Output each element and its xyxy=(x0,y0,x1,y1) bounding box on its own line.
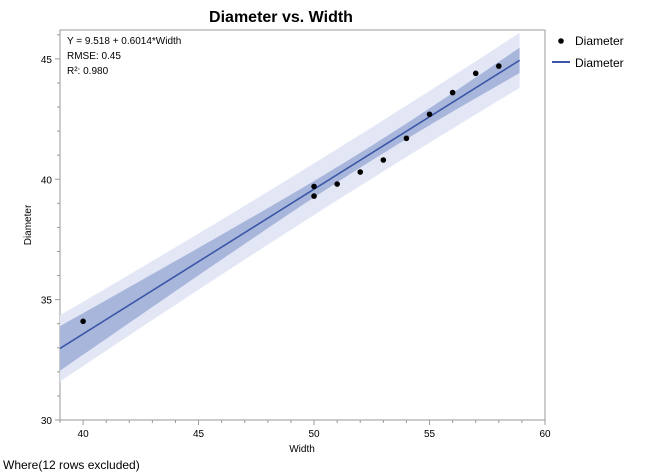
x-tick-label: 55 xyxy=(424,429,436,440)
y-axis-label: Diameter xyxy=(23,204,34,245)
equation-text: Y = 9.518 + 0.6014*Width xyxy=(67,36,181,47)
fit-annotation: Y = 9.518 + 0.6014*Width RMSE: 0.45 R²: … xyxy=(67,36,181,77)
r2-text: R²: 0.980 xyxy=(67,66,109,77)
data-point xyxy=(80,318,86,325)
data-point xyxy=(472,70,479,77)
legend: Diameter Diameter xyxy=(552,34,624,70)
data-point xyxy=(380,157,387,163)
data-point xyxy=(334,181,340,187)
y-tick-label: 40 xyxy=(41,175,53,186)
legend-label-line: Diameter xyxy=(575,56,624,70)
rmse-text: RMSE: 0.45 xyxy=(67,51,121,62)
legend-item-line: Diameter xyxy=(552,56,624,70)
legend-label-points: Diameter xyxy=(575,34,624,48)
y-tick-label: 35 xyxy=(41,296,53,307)
plot-area xyxy=(59,29,546,421)
legend-point-marker xyxy=(558,38,564,44)
x-axis: 40 45 50 55 60 xyxy=(59,420,551,440)
x-tick-label: 45 xyxy=(193,429,205,440)
y-axis: 30 35 40 45 xyxy=(41,34,60,427)
fit-line xyxy=(59,59,521,350)
data-point xyxy=(449,89,456,96)
data-point xyxy=(426,111,433,118)
x-tick-label: 60 xyxy=(539,429,551,440)
chart-title: Diameter vs. Width xyxy=(209,9,353,26)
data-point xyxy=(311,193,317,199)
scatter-points xyxy=(80,63,502,325)
legend-item-points: Diameter xyxy=(558,34,624,48)
x-tick-label: 40 xyxy=(78,429,90,440)
y-tick-label: 45 xyxy=(41,55,53,66)
data-point xyxy=(357,169,364,175)
footer-note: Where(12 rows excluded) xyxy=(3,458,140,472)
data-point xyxy=(403,135,410,142)
confidence-band xyxy=(60,47,520,371)
data-point xyxy=(496,63,502,69)
data-point xyxy=(311,183,317,190)
chart-canvas: Diameter vs. Width 40 45 50 55 60 30 35 40 45 W… xyxy=(23,9,624,455)
y-tick-label: 30 xyxy=(41,416,53,427)
x-tick-label: 50 xyxy=(308,429,320,440)
x-axis-label: Width xyxy=(289,444,315,455)
